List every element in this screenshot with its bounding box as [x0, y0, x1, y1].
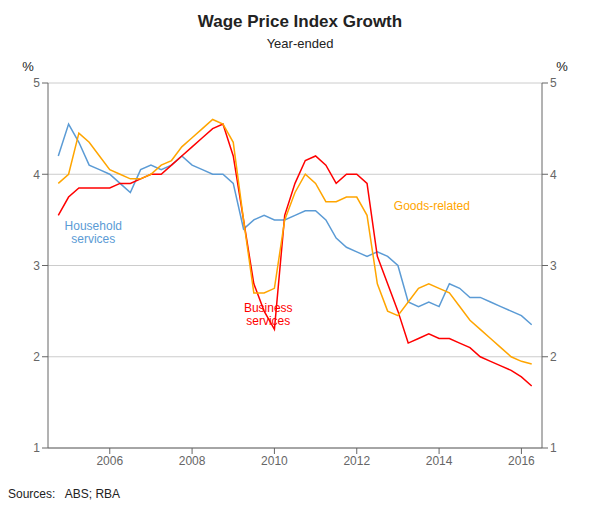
svg-text:2012: 2012	[343, 454, 370, 468]
svg-text:4: 4	[33, 168, 40, 182]
svg-text:4: 4	[550, 168, 557, 182]
svg-text:Businessservices: Businessservices	[244, 301, 293, 328]
svg-text:Goods-related: Goods-related	[394, 199, 470, 213]
svg-text:2006: 2006	[96, 454, 123, 468]
svg-text:2008: 2008	[179, 454, 206, 468]
html-text:Year-ended: Year-ended	[266, 36, 334, 51]
svg-text:3: 3	[550, 259, 557, 273]
html-text:Sources: ABS; RBA: Sources: ABS; RBA	[8, 487, 121, 501]
svg-text:2014: 2014	[426, 454, 453, 468]
svg-text:2: 2	[33, 350, 40, 364]
svg-text:2: 2	[550, 350, 557, 364]
svg-text:1: 1	[550, 441, 557, 455]
svg-text:5: 5	[550, 76, 557, 90]
svg-text:3: 3	[33, 259, 40, 273]
svg-text:Householdservices: Householdservices	[65, 219, 122, 246]
svg-text:2016: 2016	[508, 454, 535, 468]
svg-text:%: %	[22, 59, 34, 74]
svg-text:5: 5	[33, 76, 40, 90]
html-text:Wage Price Index Growth: Wage Price Index Growth	[197, 12, 403, 31]
svg-text:2010: 2010	[261, 454, 288, 468]
svg-text:%: %	[556, 59, 568, 74]
svg-text:1: 1	[33, 441, 40, 455]
